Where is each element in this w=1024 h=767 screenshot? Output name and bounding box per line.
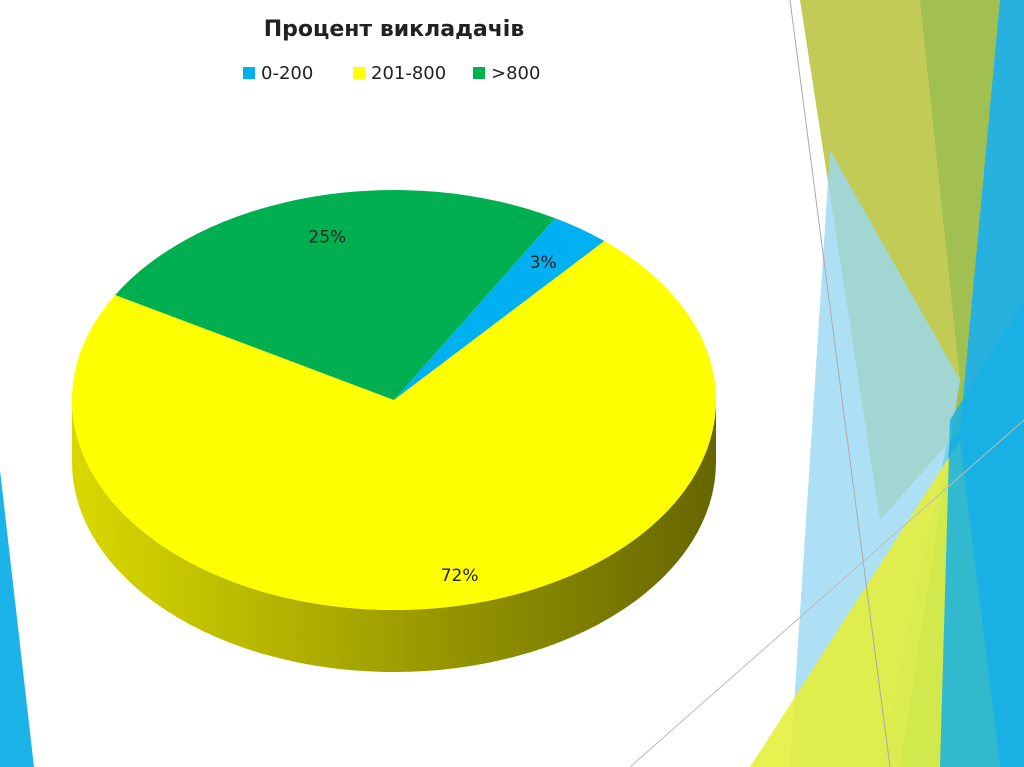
slice-side <box>72 400 716 672</box>
legend-swatch <box>243 67 255 79</box>
value-label: 3% <box>530 253 557 273</box>
legend-label: 201-800 <box>371 63 446 84</box>
decor-shape <box>750 440 1000 767</box>
chart-title: Процент викладачів <box>264 17 525 42</box>
value-label: 25% <box>308 228 346 248</box>
legend: 0-200 201-800 >800 <box>243 63 540 84</box>
pie-slice <box>71 241 716 610</box>
pie-slices <box>71 189 716 610</box>
legend-swatch <box>353 67 365 79</box>
decor-line <box>629 419 1024 767</box>
value-label: 72% <box>441 566 479 586</box>
legend-swatch <box>473 67 485 79</box>
decor-shape <box>0 470 34 767</box>
legend-label: 0-200 <box>261 63 313 84</box>
pie-sides <box>72 400 716 672</box>
legend-label: >800 <box>491 63 540 84</box>
decor-shape <box>940 300 1024 767</box>
decor-line <box>789 0 891 767</box>
pie-slice <box>115 189 555 400</box>
value-labels: 3% 72% 25% <box>308 228 556 586</box>
pie-slice <box>394 218 605 400</box>
